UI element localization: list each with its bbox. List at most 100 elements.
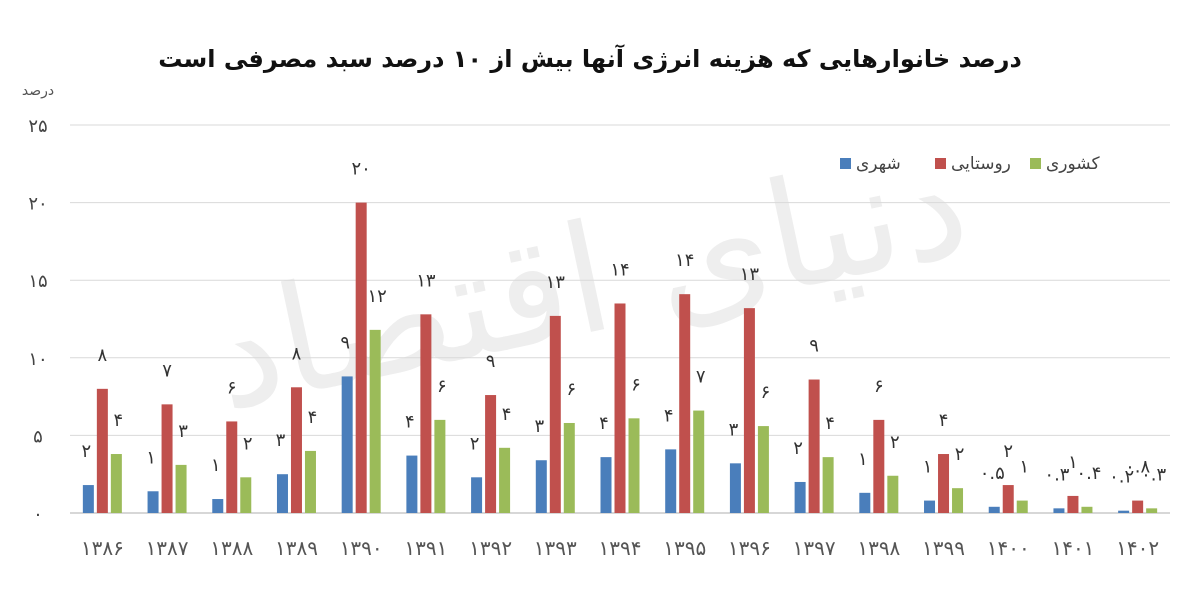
bar-1: [873, 419, 885, 513]
bars: [82, 202, 1158, 513]
bar-2: [563, 422, 575, 513]
data-label: ۳: [729, 419, 739, 440]
data-label: ۷: [696, 367, 706, 388]
data-label: ۲: [1003, 441, 1013, 462]
data-label: ۱: [1019, 457, 1029, 478]
data-label: ۰.۲: [1109, 467, 1134, 488]
bar-2: [369, 329, 381, 513]
x-tick-label: ۱۳۸۷: [146, 536, 189, 560]
bar-1: [549, 315, 561, 513]
data-label: ۱۴: [675, 250, 694, 271]
data-label: ۴: [664, 405, 674, 426]
data-label: ۳: [276, 430, 286, 451]
legend: شهری روستایی کشوری: [840, 154, 1100, 174]
bar-0: [406, 455, 418, 513]
data-label: ۹: [809, 336, 819, 357]
data-label: ۳: [534, 416, 544, 437]
bar-2: [175, 464, 187, 513]
bar-0: [729, 463, 741, 513]
bar-0: [924, 500, 936, 513]
x-tick-label: ۱۳۹۲: [469, 536, 512, 560]
data-label: ۶: [566, 379, 576, 400]
bar-1: [161, 404, 173, 513]
bar-2: [693, 410, 705, 513]
data-label: ۳: [178, 421, 188, 442]
data-label: ۲: [890, 432, 900, 453]
x-tick-label: ۱۳۹۹: [922, 536, 965, 560]
bar-0: [859, 492, 871, 513]
x-tick-label: ۱۴۰۰: [987, 536, 1030, 560]
data-label: ۱: [923, 457, 933, 478]
x-tick-label: ۱۳۹۱: [404, 536, 447, 560]
data-label: ۸: [98, 345, 108, 366]
legend-swatch-1: [935, 158, 946, 169]
legend-swatch-2: [1030, 158, 1041, 169]
data-label: ۱۳: [546, 272, 566, 293]
x-tick-label: ۱۳۸۶: [81, 536, 124, 560]
legend-swatch-0: [840, 158, 851, 169]
data-label: ۷: [162, 360, 172, 381]
chart-title: درصد خانوارهایی که هزینه انرژی آنها بیش …: [158, 44, 1022, 73]
data-label: ۰.۳: [1141, 464, 1166, 485]
data-label: ۶: [631, 374, 641, 395]
data-label: ۴: [405, 412, 415, 433]
data-label: ۹: [340, 332, 350, 353]
data-label: ۰.۸: [1125, 457, 1150, 478]
bar-2: [822, 457, 834, 513]
data-label: ۱۲: [368, 286, 387, 307]
data-label: ۱۳: [740, 264, 760, 285]
x-tick-label: ۱۳۹۳: [534, 536, 577, 560]
data-label: ۴: [114, 410, 124, 431]
bar-1: [420, 314, 432, 513]
bar-2: [240, 477, 252, 513]
bar-0: [147, 491, 159, 513]
bar-2: [952, 488, 964, 513]
bar-2: [757, 426, 769, 513]
x-tick-label: ۱۳۹۴: [599, 536, 642, 560]
x-tick-label: ۱۳۸۹: [275, 536, 318, 560]
x-tick-label: ۱۳۹۸: [857, 536, 900, 560]
bar-2: [110, 454, 122, 513]
data-label: ۱: [858, 449, 868, 470]
data-label: ۰.۳: [1044, 464, 1069, 485]
x-tick-label: ۱۴۰۱: [1051, 536, 1094, 560]
data-label: ۲: [243, 433, 253, 454]
x-tick-label: ۱۳۹۵: [663, 536, 706, 560]
legend-label-2: کشوری: [1046, 154, 1100, 174]
x-tick-label: ۱۳۸۸: [210, 536, 253, 560]
data-label: ۲: [82, 441, 92, 462]
data-label: ۲: [955, 444, 965, 465]
bar-2: [887, 475, 899, 513]
bar-1: [355, 202, 367, 513]
y-tick-label: ۲۵: [28, 116, 47, 137]
data-label: ۴: [308, 407, 318, 428]
bar-0: [600, 457, 612, 513]
x-tick-label: ۱۳۹۶: [728, 536, 771, 560]
bar-0: [341, 376, 353, 513]
bar-2: [1016, 500, 1028, 513]
bar-1: [679, 294, 691, 513]
bar-0: [1053, 508, 1065, 513]
legend-label-1: روستایی: [951, 154, 1011, 174]
x-tick-label: ۱۴۰۲: [1116, 536, 1159, 560]
bar-0: [276, 474, 288, 513]
bar-0: [535, 460, 547, 513]
data-label: ۱: [146, 447, 156, 468]
bar-0: [665, 449, 677, 513]
bar-1: [96, 388, 108, 513]
data-label: ۸: [292, 343, 302, 364]
bar-2: [1081, 506, 1093, 513]
bar-0: [471, 477, 483, 513]
y-tick-label: ۰: [33, 504, 43, 525]
data-label: ۶: [227, 377, 237, 398]
bar-1: [290, 387, 302, 513]
bar-2: [434, 419, 446, 513]
bar-2: [628, 418, 640, 513]
bar-1: [808, 379, 820, 513]
data-label: ۲: [793, 438, 803, 459]
data-label: ۴: [939, 410, 949, 431]
bar-0: [794, 481, 806, 513]
x-tick-label: ۱۳۹۰: [340, 536, 383, 560]
data-label: ۱: [211, 455, 221, 476]
